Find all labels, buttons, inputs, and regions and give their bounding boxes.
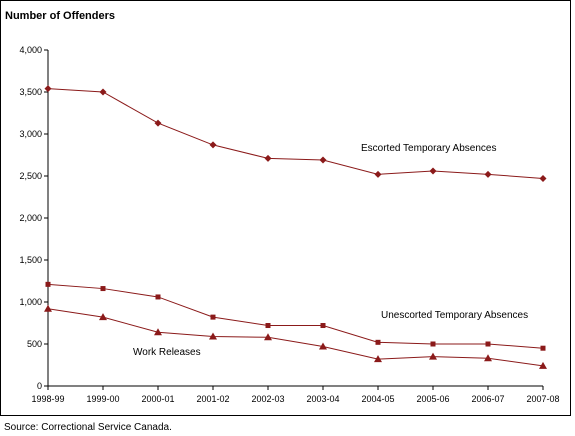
work-releases-point [429,352,437,360]
work-releases-point [44,304,52,312]
work-releases-label: Work Releases [133,347,201,358]
escorted-temporary-absences-point [374,170,382,178]
x-tick-label: 2006-07 [471,394,504,404]
y-tick-label: 1,500 [19,255,42,265]
work-releases-point [209,332,217,340]
x-tick-label: 2003-04 [306,394,339,404]
escorted-temporary-absences-label: Escorted Temporary Absences [361,143,496,154]
y-tick-label: 2,000 [19,213,42,223]
escorted-temporary-absences-point [539,175,547,183]
work-releases-point [374,355,382,363]
escorted-temporary-absences-point [429,167,437,175]
x-tick-label: 2007-08 [526,394,559,404]
y-tick-label: 4,000 [19,45,42,55]
x-tick-label: 2001-02 [196,394,229,404]
escorted-temporary-absences-point [209,141,217,149]
escorted-temporary-absences-point [99,88,107,96]
unescorted-temporary-absences-point [155,294,161,300]
unescorted-temporary-absences-point [430,341,436,347]
escorted-temporary-absences-point [264,154,272,162]
y-axis-label: Number of Offenders [5,10,116,22]
escorted-temporary-absences-line [47,88,544,180]
escorted-temporary-absences-point [154,119,162,127]
y-tick-label: 0 [37,381,42,391]
x-tick-label: 2005-06 [416,394,449,404]
y-tick-label: 2,500 [19,171,42,181]
source-note: Source: Correctional Service Canada. [4,422,172,433]
x-tick-label: 2000-01 [141,394,174,404]
unescorted-temporary-absences-point [540,345,546,351]
unescorted-temporary-absences-point [100,286,106,292]
work-releases-point [154,328,162,336]
escorted-temporary-absences-point [484,170,492,178]
work-releases-point [319,342,327,350]
y-tick-label: 500 [27,339,42,349]
y-tick-label: 1,000 [19,297,42,307]
x-tick-label: 2002-03 [251,394,284,404]
y-tick-label: 3,000 [19,129,42,139]
work-releases-point [99,313,107,321]
work-releases-line [47,308,544,367]
unescorted-temporary-absences-point [485,341,491,347]
x-tick-label: 2004-05 [361,394,394,404]
unescorted-temporary-absences-point [45,281,51,287]
chart-frame [0,0,571,416]
unescorted-temporary-absences-point [375,339,381,345]
unescorted-temporary-absences-point [210,314,216,320]
work-releases-point [539,361,547,369]
unescorted-temporary-absences-point [265,323,271,329]
work-releases-point [264,333,272,341]
escorted-temporary-absences-point [319,156,327,164]
y-tick-label: 3,500 [19,87,42,97]
escorted-temporary-absences-point [44,85,52,93]
unescorted-temporary-absences-line [47,283,544,349]
x-tick-label: 1998-99 [31,394,64,404]
x-tick-label: 1999-00 [86,394,119,404]
work-releases-point [484,354,492,362]
unescorted-temporary-absences-label: Unescorted Temporary Absences [381,310,528,321]
unescorted-temporary-absences-point [320,323,326,329]
